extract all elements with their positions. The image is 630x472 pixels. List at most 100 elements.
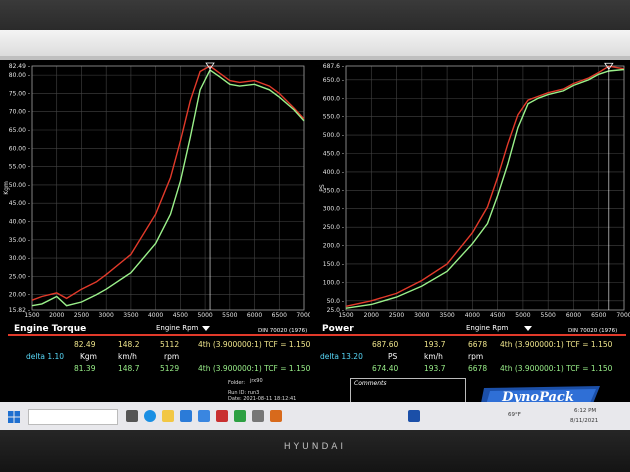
- power-x-tick: 5000: [515, 312, 530, 319]
- weather-temp[interactable]: 69°F: [508, 412, 521, 418]
- power-y-tick: 250.0 -: [323, 224, 344, 231]
- torque-unit-kgm: Kgm: [80, 352, 97, 361]
- torque-y-tick: 80.00 -: [9, 72, 30, 79]
- power-series-red: [345, 65, 625, 307]
- torque-speed-value-2: 148.7: [118, 364, 140, 373]
- power-x-tick: 1500: [338, 312, 353, 319]
- torque-din-label: DIN 70020 (1976): [258, 328, 308, 334]
- app-title-bar: [0, 56, 630, 60]
- task-view-icon[interactable]: [126, 410, 138, 422]
- torque-x-tick: 6500: [272, 312, 287, 319]
- torque-x-tick: 5000: [197, 312, 212, 319]
- torque-y-tick: 82.49 -: [9, 63, 30, 70]
- torque-x-tick: 7000: [296, 312, 310, 319]
- power-x-tick: 2000: [364, 312, 379, 319]
- dynopack-taskbar-icon[interactable]: [408, 410, 420, 422]
- monitor-bottom-bezel: HYUNDAI: [0, 430, 630, 472]
- torque-y-tick: 75.00 -: [9, 90, 30, 97]
- torque-delta: delta 1.10: [26, 352, 65, 361]
- power-y-tick: 600.0 -: [323, 95, 344, 102]
- power-y-tick: 450.0 -: [323, 150, 344, 157]
- power-plot-area: [346, 66, 624, 310]
- power-speed-value-2: 193.7: [424, 364, 446, 373]
- monitor-screen: 1500 2000 2500 3000 3500 4000 4500 5000 5500 6000…: [0, 56, 630, 432]
- power-y-tick: 650.0 -: [323, 77, 344, 84]
- power-peak-value-2: 674.40: [372, 364, 399, 373]
- torque-frame: [31, 65, 305, 311]
- torque-x-tick: 4000: [148, 312, 163, 319]
- torque-rpm-value: 5112: [160, 340, 180, 349]
- taskbar-search-input[interactable]: [28, 409, 118, 425]
- torque-x-tick: 2500: [74, 312, 89, 319]
- torque-y-tick: 40.00 -: [9, 219, 30, 226]
- store-icon[interactable]: [180, 410, 192, 422]
- windows-start-icon[interactable]: [8, 411, 20, 423]
- app-icon-2[interactable]: [234, 410, 246, 422]
- comments-label: Comments: [354, 380, 387, 387]
- power-chart: 1500 2000 2500 3000 3500 4000 4500 5000 5500 6000…: [319, 62, 630, 319]
- torque-gear-info: 4th (3.900000:1) TCF = 1.150: [198, 340, 311, 349]
- app-icon-1[interactable]: [216, 410, 228, 422]
- torque-x-tick: 3500: [123, 312, 138, 319]
- power-delta: delta 13.20: [320, 352, 363, 361]
- torque-y-tick: 25.00 -: [9, 273, 30, 280]
- power-gear-info-2: 4th (3.900000:1) TCF = 1.150: [500, 364, 613, 373]
- power-gear-info: 4th (3.900000:1) TCF = 1.150: [500, 340, 613, 349]
- power-y-tick: 100.0 -: [323, 279, 344, 286]
- power-speed-value: 193.7: [424, 340, 446, 349]
- power-rpm-value-2: 6678: [468, 364, 488, 373]
- torque-plot-area: [32, 66, 304, 310]
- power-x-tick: 3500: [439, 312, 454, 319]
- file-explorer-icon[interactable]: [162, 410, 174, 422]
- torque-y-tick: 35.00 -: [9, 237, 30, 244]
- power-y-tick: 200.0 -: [323, 243, 344, 250]
- torque-rpm-dropdown-icon[interactable]: [202, 326, 210, 331]
- power-y-tick: 300.0 -: [323, 206, 344, 213]
- power-unit-kmh: km/h: [424, 352, 443, 361]
- torque-y-tick: 60.00 -: [9, 145, 30, 152]
- tray-clock-time[interactable]: 6:12 PM: [574, 408, 597, 414]
- power-x-tick: 4000: [465, 312, 480, 319]
- screen-glare: [0, 30, 630, 56]
- power-unit-rpm: rpm: [468, 352, 484, 361]
- power-y-tick: 500.0 -: [323, 132, 344, 139]
- folder-label: Folder:: [228, 380, 246, 386]
- edge-icon[interactable]: [144, 410, 156, 422]
- torque-unit-kmh: km/h: [118, 352, 137, 361]
- torque-y-tick: 20.00 -: [9, 292, 30, 299]
- power-y-tick: 50.0 -: [327, 298, 344, 305]
- power-y-tick: 550.0 -: [323, 114, 344, 121]
- windows-taskbar: 69°F 6:12 PM 8/11/2021: [0, 402, 630, 432]
- power-y-tick: 150.0 -: [323, 261, 344, 268]
- app-icon-4[interactable]: [270, 410, 282, 422]
- torque-y-tick: 30.00 -: [9, 255, 30, 262]
- power-rpm-dropdown-icon[interactable]: [524, 326, 532, 331]
- power-x-tick: 3000: [414, 312, 429, 319]
- app-icon-3[interactable]: [252, 410, 264, 422]
- folder-value: jrx90: [250, 378, 263, 384]
- power-x-tick: 6500: [591, 312, 606, 319]
- power-rpm-value: 6678: [468, 340, 488, 349]
- torque-y-tick: 50.00 -: [9, 182, 30, 189]
- torque-series-red: [31, 65, 305, 301]
- torque-x-tick: 1500: [24, 312, 39, 319]
- run-id: Run ID: run3: [228, 390, 260, 396]
- torque-y-tick: 45.00 -: [9, 200, 30, 207]
- torque-y-tick: 15.82 -: [9, 307, 30, 314]
- torque-gear-info-2: 4th (3.900000:1) TCF = 1.150: [198, 364, 311, 373]
- power-din-label: DIN 70020 (1976): [568, 328, 618, 334]
- torque-x-tick: 5500: [222, 312, 237, 319]
- mail-icon[interactable]: [198, 410, 210, 422]
- run-date: Date: 2021-08-11 18:12:41: [228, 396, 297, 402]
- torque-x-tick: 6000: [247, 312, 262, 319]
- power-series-green: [345, 68, 625, 309]
- torque-x-tick: 2000: [49, 312, 64, 319]
- torque-chart: 1500 2000 2500 3000 3500 4000 4500 5000 5500 6000…: [3, 62, 310, 319]
- torque-y-tick: 70.00 -: [9, 109, 30, 116]
- tray-clock-date[interactable]: 8/11/2021: [570, 418, 599, 424]
- torque-peak-marker: [205, 62, 215, 70]
- torque-xlabel: Engine Rpm: [156, 324, 199, 332]
- power-x-tick: 7000: [616, 312, 630, 319]
- power-x-tick: 5500: [541, 312, 556, 319]
- power-y-tick: 687.6 -: [323, 63, 344, 70]
